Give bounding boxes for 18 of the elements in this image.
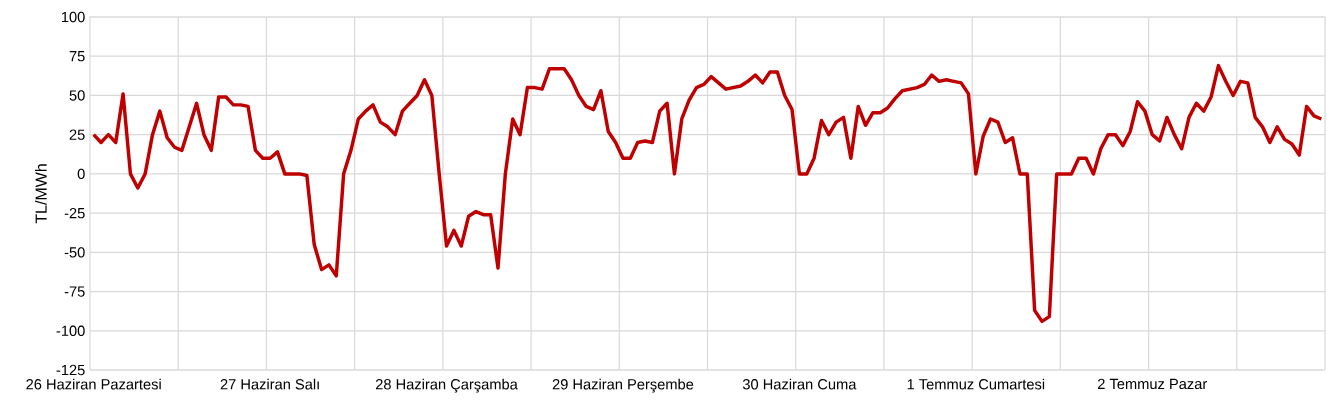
y-tick-label: -50 [64,247,85,258]
y-tick-label: 75 [69,51,85,62]
y-axis-title: TL/MWh [35,164,47,224]
y-tick-label: -25 [64,207,85,219]
x-tick-label: 28 Haziran Çarşamba [375,378,518,393]
y-tick-label: 0 [77,168,85,180]
y-tick-label: 50 [69,90,85,101]
x-tick-label: 29 Haziran Perşembe [552,378,694,393]
y-tick-label: -125 [56,364,85,376]
x-tick-label: 27 Haziran Salı [220,378,319,390]
x-tick-label: 1 Temmuz Cumartesi [907,378,1045,390]
x-tick-label: 30 Haziran Cuma [742,378,857,390]
y-tick-label: -100 [56,325,85,336]
x-tick-label: 26 Haziran Pazartesi [26,378,161,390]
y-tick-label: -75 [64,286,85,297]
x-tick-label: 2 Temmuz Pazar [1097,378,1208,390]
y-tick-label: 100 [61,11,85,23]
y-tick-label: 25 [69,129,85,140]
